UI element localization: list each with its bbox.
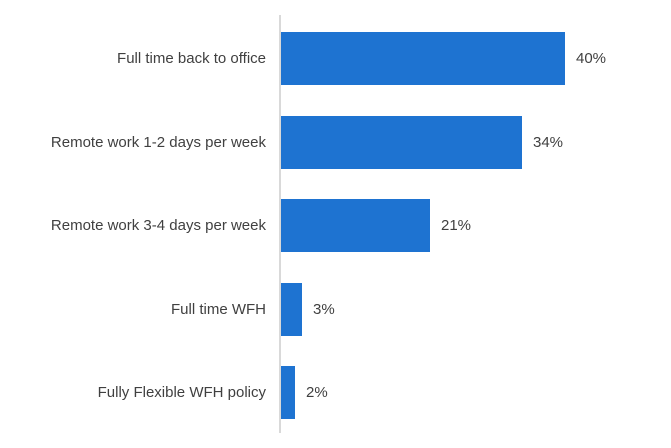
y-axis-line	[279, 15, 281, 433]
chart-row: Remote work 3-4 days per week 21%	[0, 199, 671, 252]
category-label: Remote work 3-4 days per week	[50, 217, 266, 234]
chart-row: Fully Flexible WFH policy 2%	[0, 366, 671, 419]
category-label: Full time WFH	[171, 300, 266, 318]
bar	[281, 32, 565, 85]
value-label: 21%	[441, 217, 472, 234]
bar	[281, 366, 295, 419]
category-label: Fully Flexible WFH policy	[97, 384, 266, 401]
chart-row: Remote work 1-2 days per week 34%	[0, 115, 671, 169]
bar	[281, 199, 430, 252]
bar	[281, 115, 522, 169]
value-label: 3%	[313, 300, 335, 318]
value-label: 2%	[306, 384, 328, 401]
value-label: 40%	[576, 50, 607, 67]
category-label: Full time back to office	[117, 50, 266, 67]
category-label: Remote work 1-2 days per week	[50, 133, 266, 151]
chart-row: Full time WFH 3%	[0, 282, 671, 336]
value-label: 34%	[533, 133, 564, 151]
bar	[281, 282, 302, 336]
chart-row: Full time back to office 40%	[0, 32, 671, 85]
